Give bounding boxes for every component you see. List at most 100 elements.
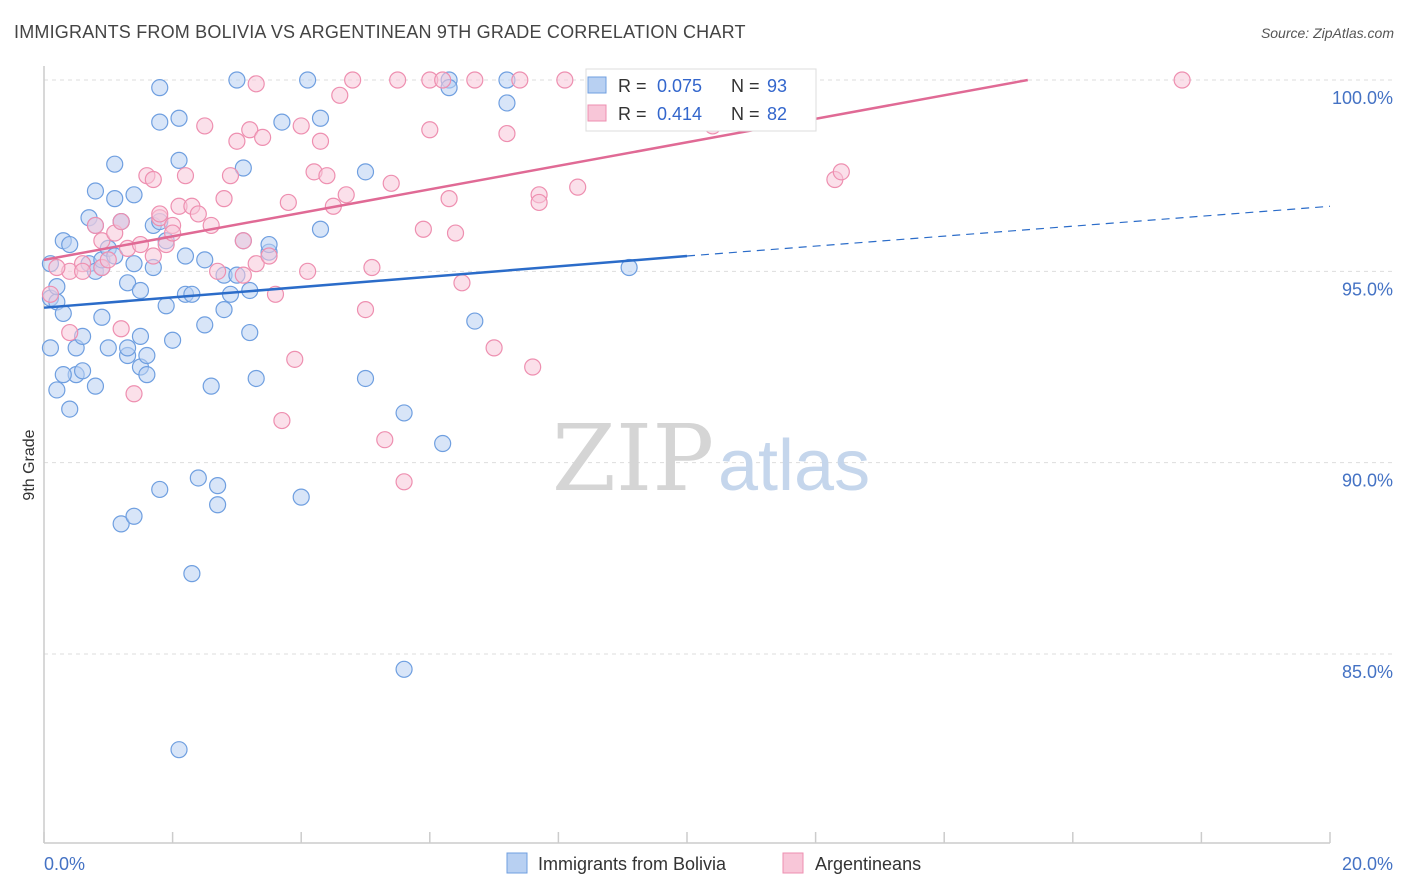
scatter-point-argentineans-35: [247, 75, 265, 93]
scatter-point-bolivia-46: [170, 151, 188, 169]
scatter-point-argentineans-78: [832, 163, 850, 181]
y-tick-label-1: 90.0%: [1342, 471, 1393, 491]
scatter-point-bolivia-9: [48, 381, 66, 399]
scatter-point-bolivia-65: [241, 323, 259, 342]
legend-r-value-argentineans: 0.414: [657, 104, 702, 124]
scatter-point-argentineans-33: [234, 266, 252, 284]
watermark: ZIP atlas: [552, 405, 870, 512]
scatter-point-argentineans-10: [112, 212, 130, 231]
scatter-point-bolivia-45: [164, 331, 182, 349]
scatter-point-bolivia-53: [196, 316, 214, 334]
bottom-legend-swatch-bolivia: [506, 852, 528, 874]
scatter-point-argentineans-55: [382, 174, 400, 192]
scatter-point-argentineans-13: [125, 385, 143, 403]
scatter-point-bolivia-66: [247, 369, 265, 388]
legend-frame: [585, 68, 817, 132]
scatter-point-bolivia-85: [170, 741, 188, 759]
scatter-point-argentineans-57: [395, 473, 413, 491]
scatter-point-bolivia-4: [41, 339, 60, 357]
scatter-point-bolivia-6: [61, 235, 79, 254]
legend-n-value-argentineans: 82: [767, 104, 787, 124]
scatter-point-argentineans-41: [279, 193, 297, 212]
trend-line-bolivia: [43, 254, 688, 309]
scatter-point-argentineans-11: [112, 320, 130, 338]
scatter-point-bolivia-22: [99, 339, 117, 357]
scatter-point-argentineans-54: [376, 431, 394, 449]
scatter-point-bolivia-91: [54, 366, 72, 384]
scatter-point-bolivia-10: [61, 400, 79, 418]
scatter-point-argentineans-26: [196, 117, 214, 135]
scatter-point-bolivia-80: [466, 312, 484, 330]
scatter-point-bolivia-77: [434, 434, 452, 453]
scatter-point-argentineans-38: [260, 247, 278, 265]
scatter-point-argentineans-40: [273, 411, 291, 430]
scatter-point-argentineans-69: [524, 358, 542, 376]
scatter-point-bolivia-70: [299, 71, 317, 89]
scatter-point-bolivia-34: [131, 281, 150, 300]
watermark-atlas: atlas: [718, 426, 870, 506]
scatter-point-bolivia-24: [106, 190, 124, 208]
scatter-points: [41, 71, 1191, 759]
scatter-point-argentineans-8: [99, 251, 117, 269]
scatter-point-argentineans-43: [292, 117, 310, 135]
scatter-point-argentineans-66: [485, 339, 503, 357]
scatter-point-argentineans-47: [318, 167, 336, 185]
scatter-point-argentineans-71: [530, 193, 548, 212]
axes: 85.0% 90.0% 95.0% 100.0%: [43, 66, 1393, 844]
scatter-point-argentineans-46: [311, 132, 330, 150]
scatter-point-argentineans-58: [414, 220, 432, 238]
legend-swatch-bolivia: [587, 76, 607, 94]
scatter-point-bolivia-42: [151, 79, 169, 97]
scatter-point-bolivia-51: [189, 469, 207, 487]
scatter-point-argentineans-25: [189, 205, 207, 223]
scatter-point-bolivia-72: [311, 220, 330, 238]
scatter-point-bolivia-29: [118, 274, 137, 292]
scatter-point-bolivia-49: [176, 247, 195, 265]
scatter-point-bolivia-86: [292, 488, 310, 506]
scatter-point-argentineans-21: [164, 224, 182, 242]
scatter-point-argentineans-53: [363, 258, 381, 277]
scatter-point-bolivia-87: [112, 515, 130, 533]
watermark-zip: ZIP: [552, 405, 714, 512]
scatter-point-argentineans-14: [131, 235, 150, 254]
trend-line-extension-bolivia: [686, 205, 1331, 257]
scatter-point-bolivia-17: [86, 182, 105, 200]
scatter-point-bolivia-76: [395, 660, 413, 678]
scatter-point-argentineans-59: [421, 121, 439, 139]
scatter-point-bolivia-73: [356, 163, 375, 181]
scatter-point-bolivia-71: [311, 109, 330, 127]
scatter-point-bolivia-58: [215, 301, 233, 319]
scatter-point-bolivia-74: [356, 369, 375, 388]
legend-r-value-bolivia: 0.075: [657, 76, 702, 96]
scatter-point-bolivia-33: [125, 186, 143, 204]
scatter-point-argentineans-73: [569, 178, 587, 196]
scatter-point-argentineans-37: [254, 128, 272, 146]
x-tick-label-min: 0.0%: [44, 854, 85, 874]
trend-line-argentineans: [43, 78, 1029, 262]
y-tick-label-0: 85.0%: [1342, 662, 1393, 682]
scatter-point-bolivia-18: [86, 377, 105, 395]
legend-n-label-bolivia: N =: [731, 76, 760, 96]
scatter-point-argentineans-52: [356, 301, 375, 319]
y-tick-label-3: 100.0%: [1332, 88, 1393, 108]
legend-n-value-bolivia: 93: [767, 76, 787, 96]
scatter-point-argentineans-16: [144, 170, 162, 189]
scatter-point-argentineans-62: [440, 190, 458, 208]
scatter-point-argentineans-2: [61, 323, 79, 342]
scatter-point-argentineans-42: [286, 350, 304, 368]
scatter-point-bolivia-52: [196, 251, 214, 269]
scatter-point-bolivia-88: [125, 507, 143, 525]
scatter-point-argentineans-51: [344, 71, 362, 89]
scatter-point-argentineans-29: [215, 190, 233, 208]
legend-r-label-argentineans: R =: [618, 104, 647, 124]
scatter-point-argentineans-28: [209, 262, 227, 280]
scatter-point-argentineans-5: [86, 216, 105, 235]
scatter-point-argentineans-63: [446, 224, 465, 242]
scatter-point-bolivia-41: [151, 113, 169, 131]
scatter-point-bolivia-60: [228, 71, 246, 89]
scatter-point-bolivia-19: [93, 308, 111, 326]
scatter-point-argentineans-23: [176, 167, 195, 185]
scatter-point-argentineans-31: [228, 132, 246, 150]
scatter-point-argentineans-67: [498, 124, 516, 143]
